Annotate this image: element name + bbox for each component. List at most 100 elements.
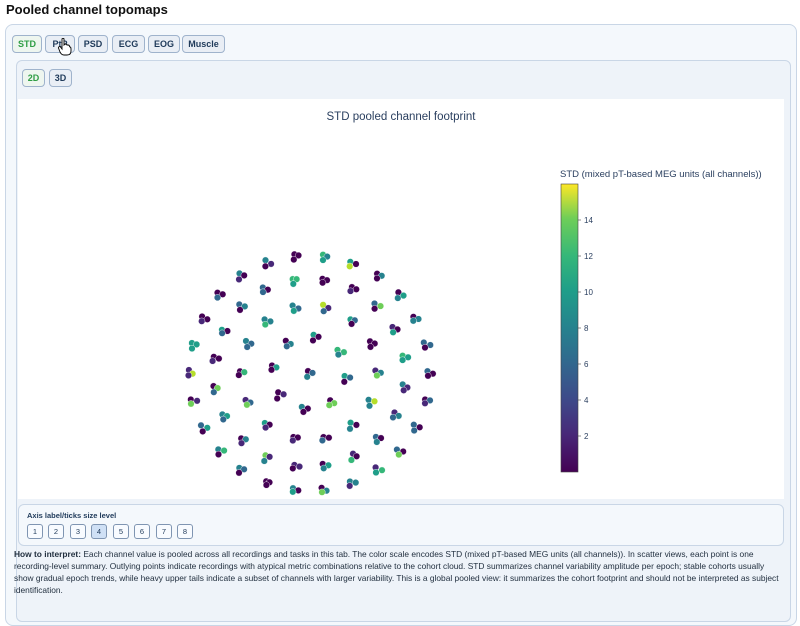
sensor-point: [389, 413, 397, 421]
colorbar-tick-label: 14: [584, 216, 593, 225]
sensor-point: [266, 317, 274, 325]
tab-eog[interactable]: EOG: [148, 35, 180, 53]
sensor-point: [214, 450, 222, 458]
sensor-point: [303, 373, 311, 381]
sensor-point: [260, 457, 268, 465]
sensor-point: [209, 357, 217, 365]
sensor-point: [416, 423, 424, 431]
sensor-point: [325, 434, 333, 442]
tab-psd[interactable]: PSD: [78, 35, 108, 53]
sensor-point: [347, 287, 355, 295]
sensor-point: [353, 452, 361, 460]
sensor-point: [346, 482, 354, 490]
sensor-point: [289, 488, 297, 496]
std-panel: 2D 3D: [16, 60, 791, 622]
sensor-point: [371, 397, 379, 405]
topomap-plot[interactable]: 2 4 6 8 10 12 14 STD pooled channel footprint …: [18, 99, 784, 499]
topomap-panel: STD PtP PSD ECG EOG Muscle 2D 3D: [5, 24, 797, 626]
size-level-2[interactable]: 2: [48, 524, 64, 539]
sensor-point: [352, 260, 360, 268]
interpretation-body: Each channel value is pooled across all …: [14, 549, 779, 595]
sensor-point: [289, 464, 297, 472]
size-level-1[interactable]: 1: [27, 524, 43, 539]
sensor-point: [410, 421, 418, 429]
sensor-point: [373, 274, 381, 282]
sensor-point: [280, 390, 288, 398]
sensor-point: [373, 372, 381, 380]
sensor-point: [348, 320, 356, 328]
sensor-point: [290, 256, 298, 264]
sensor-point: [346, 374, 354, 382]
sensor-point: [261, 262, 269, 270]
tab-std[interactable]: STD: [12, 35, 42, 53]
sensor-point: [372, 469, 380, 477]
sensor-point: [240, 271, 248, 279]
sensor-point: [267, 366, 275, 374]
sensor-point: [399, 356, 407, 364]
sensor-point: [334, 351, 342, 359]
sensor-point: [220, 447, 228, 455]
sensor-point: [237, 439, 245, 447]
sensor-point: [315, 333, 323, 341]
sensor-point: [198, 317, 206, 325]
sensor-point: [410, 427, 418, 435]
sensor-point: [235, 469, 243, 477]
sensor-point: [347, 456, 355, 464]
sensor-point: [325, 401, 333, 409]
sensor-point: [213, 294, 221, 302]
sensor-point: [290, 307, 298, 315]
tab-muscle[interactable]: Muscle: [182, 35, 225, 53]
colorbar-tick-label: 12: [584, 252, 593, 261]
size-level-6[interactable]: 6: [134, 524, 150, 539]
sensor-point: [366, 402, 374, 410]
sensor-point: [193, 397, 201, 405]
sensor-point: [295, 251, 303, 259]
sensor-point: [319, 279, 327, 287]
sensor-point: [319, 256, 327, 264]
sensor-point: [309, 336, 317, 344]
tab-ecg[interactable]: ECG: [112, 35, 145, 53]
sensor-point: [283, 342, 291, 350]
sensor-point: [203, 424, 211, 432]
size-level-4[interactable]: 4: [91, 524, 107, 539]
sensor-point: [389, 328, 397, 336]
sensor-point: [243, 343, 251, 351]
sensor-point: [424, 372, 432, 380]
sensor-point: [346, 425, 354, 433]
sensor-point: [400, 386, 408, 394]
sensor-point: [352, 285, 360, 293]
axis-size-control: Axis label/ticks size level 1 2 3 4 5 6 …: [18, 504, 784, 546]
sensor-point: [193, 340, 201, 348]
sensor-point: [235, 371, 243, 379]
size-level-7[interactable]: 7: [156, 524, 172, 539]
size-level-5[interactable]: 5: [113, 524, 129, 539]
sensor-point: [320, 307, 328, 315]
sensor-point: [394, 294, 402, 302]
sensor-point: [261, 256, 269, 264]
sensor-point: [352, 421, 360, 429]
sensor-point: [199, 427, 207, 435]
sensor-point: [289, 280, 297, 288]
sensor-point: [262, 424, 270, 432]
sensor-point: [365, 396, 373, 404]
size-level-3[interactable]: 3: [70, 524, 86, 539]
sensor-point: [210, 388, 218, 396]
sensor-point: [421, 344, 429, 352]
sensor-point: [373, 438, 381, 446]
size-level-8[interactable]: 8: [177, 524, 193, 539]
view-3d-button[interactable]: 3D: [49, 69, 72, 87]
colorbar-tick-label: 2: [584, 432, 589, 441]
sensor-point: [262, 481, 270, 489]
axis-size-label: Axis label/ticks size level: [27, 511, 117, 520]
colorbar-tick-label: 4: [584, 396, 589, 405]
interpretation-heading: How to interpret:: [14, 549, 81, 559]
plot-title: STD pooled channel footprint: [326, 111, 476, 123]
view-2d-button[interactable]: 2D: [22, 69, 45, 87]
sensor-point: [299, 408, 307, 416]
interpretation-text: How to interpret: Each channel value is …: [14, 548, 786, 596]
colorbar-tick-label: 6: [584, 360, 589, 369]
sensor-point: [259, 288, 267, 296]
sensor-point: [215, 355, 223, 363]
sensor-point: [219, 290, 227, 298]
sensor-point: [266, 453, 274, 461]
